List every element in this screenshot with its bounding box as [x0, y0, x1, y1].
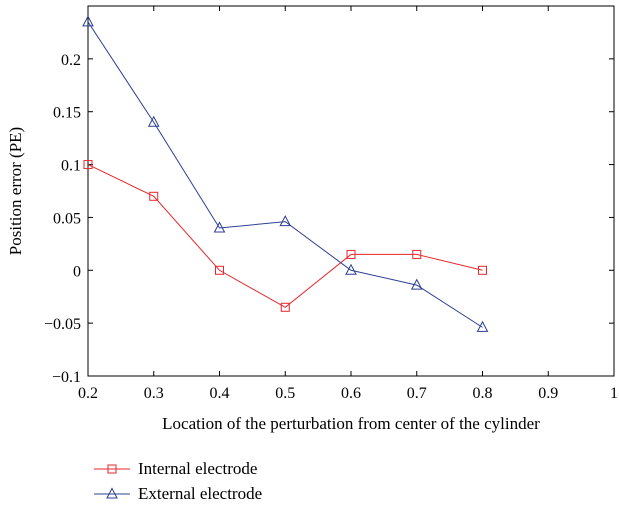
- plot-area: 0.2 0.3 0.4 0.5 0.6 0.7 0.8 0.9 1 −0.1 −0.05 0 0.05 0…: [44, 5, 618, 402]
- legend-marker-0: [107, 464, 117, 474]
- legend-label-1: External electrode: [138, 484, 262, 503]
- series-0-point-1: [149, 191, 159, 201]
- x-tick-label-4: 0.6: [341, 385, 361, 402]
- y-tick-label-2: 0: [73, 263, 81, 280]
- series-0-point-2: [215, 265, 224, 275]
- series-line-1: [87, 21, 483, 328]
- series-1-point-1: [147, 115, 160, 127]
- x-tick-label-7: 0.9: [538, 385, 558, 402]
- series-0-point-6: [478, 265, 487, 275]
- x-tick-label-6: 0.8: [473, 385, 493, 402]
- y-axis-label: Position error (PE): [6, 127, 25, 255]
- legend-marker-1: [106, 487, 118, 499]
- x-tick-label-0: 0.2: [78, 385, 98, 402]
- series-0-point-0: [83, 160, 93, 170]
- x-axis-label: Location of the perturbation from center…: [162, 414, 540, 433]
- x-tick-label-3: 0.5: [275, 385, 295, 402]
- series-0-point-5: [412, 249, 422, 259]
- series-1-point-3: [279, 215, 292, 227]
- plot-frame: [87, 5, 615, 377]
- y-tick-label-5: 0.15: [53, 105, 81, 122]
- series-0-point-3: [280, 302, 290, 312]
- legend-label-0: Internal electrode: [138, 459, 257, 478]
- series-0-point-4: [346, 249, 356, 259]
- y-tick-label-3: 0.05: [53, 210, 81, 227]
- series-1-point-4: [345, 263, 357, 275]
- y-tick-label-1: −0.05: [44, 316, 81, 333]
- x-tick-label-5: 0.7: [407, 385, 427, 402]
- series-1-point-0: [82, 15, 94, 27]
- series-1-point-6: [476, 320, 489, 332]
- series-1: [82, 15, 489, 332]
- y-tick-label-6: 0.2: [61, 52, 81, 69]
- x-tick-label-8: 1: [610, 385, 618, 402]
- series-1-point-5: [410, 278, 423, 290]
- x-tick-label-1: 0.3: [144, 385, 164, 402]
- series-0: [83, 160, 487, 312]
- series-1-point-2: [213, 221, 226, 233]
- y-tick-label-0: −0.1: [52, 369, 81, 386]
- y-tick-label-4: 0.1: [61, 158, 81, 175]
- series-line-0: [87, 164, 483, 308]
- legend: Internal electrode External electrode: [94, 459, 262, 503]
- x-tick-label-2: 0.4: [210, 385, 230, 402]
